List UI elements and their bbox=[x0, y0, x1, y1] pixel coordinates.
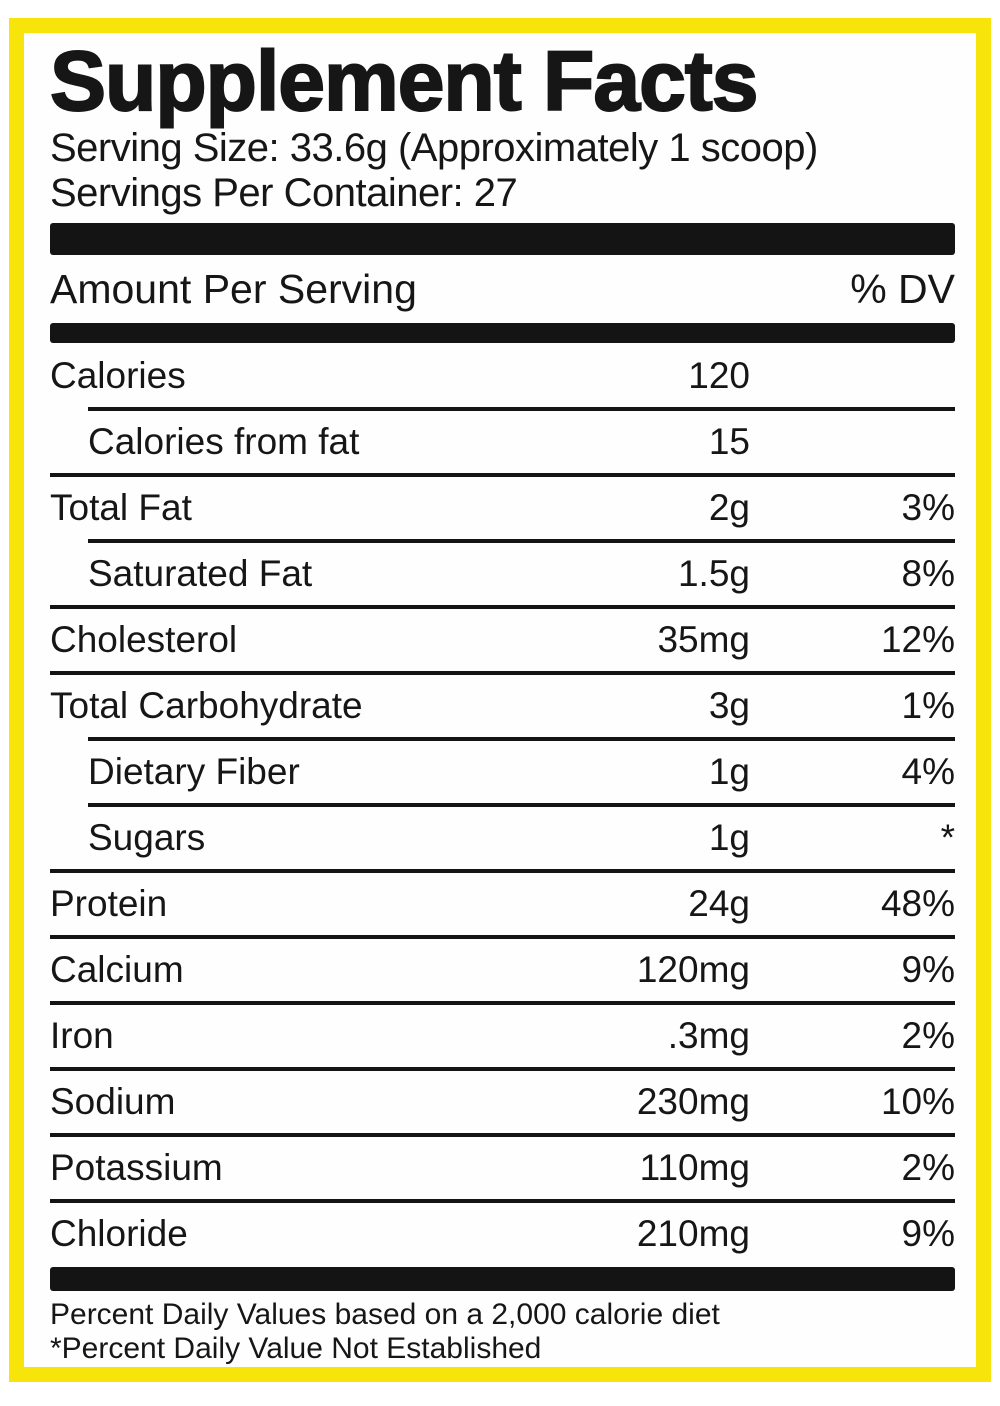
nutrient-dv: * bbox=[940, 817, 955, 859]
divider-bar-top bbox=[50, 223, 955, 256]
nutrient-name: Chloride bbox=[50, 1213, 188, 1255]
nutrient-amount: 1.5g bbox=[677, 553, 750, 595]
nutrient-name: Total Carbohydrate bbox=[50, 685, 363, 727]
nutrient-dv: 8% bbox=[901, 553, 955, 595]
nutrient-amount: 1g bbox=[708, 817, 750, 859]
nutrient-dv: 3% bbox=[901, 487, 955, 529]
column-header-amount: Amount Per Serving bbox=[50, 265, 417, 312]
nutrient-name: Iron bbox=[50, 1015, 114, 1057]
nutrient-amount: 1g bbox=[708, 751, 750, 793]
supplement-label-frame: Supplement Facts Serving Size: 33.6g (Ap… bbox=[9, 18, 991, 1382]
nutrient-row-calories-from-fat: Calories from fat 15 bbox=[50, 407, 955, 475]
nutrient-row-sodium: Sodium 230mg 10% bbox=[50, 1067, 955, 1135]
nutrient-dv: 4% bbox=[901, 751, 955, 793]
nutrient-name: Calcium bbox=[50, 949, 184, 991]
label-title: Supplement Facts bbox=[49, 34, 759, 128]
nutrient-dv: 12% bbox=[880, 619, 955, 661]
nutrient-row-total-carbohydrate: Total Carbohydrate 3g 1% bbox=[50, 671, 955, 739]
nutrient-row-protein: Protein 24g 48% bbox=[50, 869, 955, 937]
footnotes: Percent Daily Values based on a 2,000 ca… bbox=[50, 1298, 955, 1366]
nutrient-name: Sodium bbox=[50, 1081, 176, 1123]
nutrient-amount: 110mg bbox=[639, 1147, 750, 1189]
nutrient-name: Potassium bbox=[50, 1147, 223, 1189]
serving-size-line: Serving Size: 33.6g (Approximately 1 sco… bbox=[50, 126, 818, 171]
column-header-dv: % DV bbox=[850, 265, 955, 312]
nutrient-amount: 210mg bbox=[636, 1213, 750, 1255]
nutrient-amount: .3mg bbox=[667, 1015, 750, 1057]
supplement-label-content: Supplement Facts Serving Size: 33.6g (Ap… bbox=[49, 34, 955, 1366]
nutrient-name: Sugars bbox=[88, 817, 206, 859]
nutrient-row-potassium: Potassium 110mg 2% bbox=[50, 1133, 955, 1201]
nutrient-row-chloride: Chloride 210mg 9% bbox=[50, 1199, 955, 1267]
nutrient-dv: 9% bbox=[901, 949, 955, 991]
nutrient-row-cholesterol: Cholesterol 35mg 12% bbox=[50, 605, 955, 673]
nutrient-row-saturated-fat: Saturated Fat 1.5g 8% bbox=[50, 539, 955, 607]
nutrient-dv: 10% bbox=[880, 1081, 955, 1123]
nutrient-name: Cholesterol bbox=[50, 619, 238, 661]
nutrient-amount: 24g bbox=[688, 883, 750, 925]
nutrient-dv: 2% bbox=[901, 1147, 955, 1189]
nutrient-row-total-fat: Total Fat 2g 3% bbox=[50, 473, 955, 541]
nutrient-row-iron: Iron .3mg 2% bbox=[50, 1001, 955, 1069]
nutrient-dv: 9% bbox=[901, 1213, 955, 1255]
nutrient-amount: 120mg bbox=[636, 949, 750, 991]
nutrient-name: Saturated Fat bbox=[88, 553, 313, 595]
nutrient-row-dietary-fiber: Dietary Fiber 1g 4% bbox=[50, 737, 955, 805]
nutrient-name: Total Fat bbox=[50, 487, 192, 529]
servings-per-container-line: Servings Per Container: 27 bbox=[50, 171, 518, 216]
nutrient-row-calories: Calories 120 bbox=[50, 343, 955, 409]
nutrient-dv: 1% bbox=[901, 685, 955, 727]
divider-bar-header bbox=[50, 323, 955, 344]
nutrient-dv: 2% bbox=[901, 1015, 955, 1057]
nutrient-name: Protein bbox=[50, 883, 168, 925]
footnote-dv-basis: Percent Daily Values based on a 2,000 ca… bbox=[50, 1298, 720, 1332]
nutrient-name: Dietary Fiber bbox=[88, 751, 300, 793]
nutrient-amount: 120 bbox=[688, 355, 750, 397]
nutrient-row-sugars: Sugars 1g * bbox=[50, 803, 955, 871]
nutrient-amount: 3g bbox=[708, 685, 750, 727]
nutrient-amount: 2g bbox=[708, 487, 750, 529]
nutrient-amount: 15 bbox=[708, 421, 750, 463]
nutrient-row-calcium: Calcium 120mg 9% bbox=[50, 935, 955, 1003]
nutrient-dv: 48% bbox=[880, 883, 955, 925]
footnote-not-established: *Percent Daily Value Not Established bbox=[50, 1332, 542, 1366]
nutrient-name: Calories bbox=[50, 355, 186, 397]
column-header-row: Amount Per Serving % DV bbox=[50, 255, 955, 323]
nutrient-name: Calories from fat bbox=[88, 421, 360, 463]
nutrient-rows: Calories 120 Calories from fat 15 Total … bbox=[50, 343, 955, 1267]
nutrient-amount: 230mg bbox=[636, 1081, 750, 1123]
divider-bar-bottom bbox=[50, 1267, 955, 1292]
nutrient-amount: 35mg bbox=[657, 619, 750, 661]
